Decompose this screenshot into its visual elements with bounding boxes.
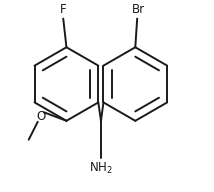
Text: F: F bbox=[60, 3, 67, 16]
Text: O: O bbox=[36, 110, 45, 123]
Text: Br: Br bbox=[132, 3, 145, 16]
Text: NH$_2$: NH$_2$ bbox=[89, 161, 113, 176]
